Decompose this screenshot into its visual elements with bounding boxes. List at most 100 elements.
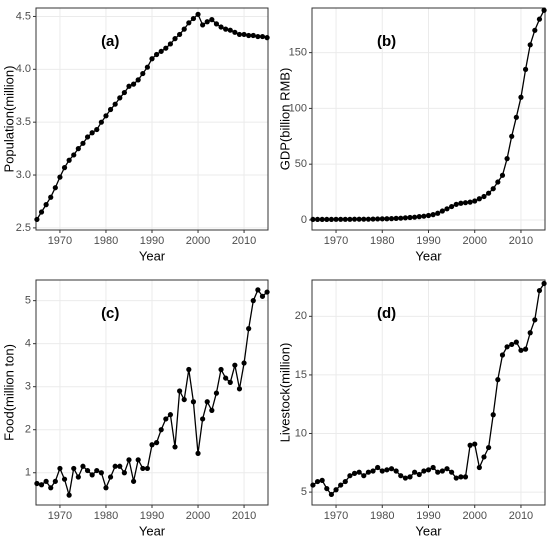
data-point — [319, 477, 325, 483]
panel-annotation: (b) — [377, 33, 396, 50]
data-point — [121, 470, 127, 476]
data-point — [421, 213, 427, 219]
data-point — [218, 366, 224, 373]
x-axis-label: Year — [139, 248, 166, 263]
data-point — [66, 492, 72, 498]
data-point — [421, 468, 427, 474]
data-point — [476, 464, 482, 471]
data-point — [140, 70, 146, 77]
x-tick-label: 1980 — [370, 235, 394, 247]
data-point — [384, 216, 390, 222]
data-point — [227, 27, 233, 33]
data-point — [48, 194, 54, 200]
data-point — [259, 293, 266, 299]
data-point — [518, 347, 524, 353]
data-point — [57, 174, 63, 180]
data-point — [264, 35, 270, 41]
y-tick-label: 100 — [289, 102, 307, 114]
data-point — [75, 474, 81, 480]
data-point — [453, 475, 459, 481]
data-point — [84, 134, 91, 140]
y-tick-label: 2 — [25, 424, 31, 436]
data-point — [314, 478, 321, 485]
data-point — [250, 32, 256, 39]
data-point — [333, 216, 339, 222]
x-axis-label: Year — [139, 523, 166, 538]
panel-border — [311, 279, 546, 506]
data-point — [388, 466, 395, 472]
data-point — [472, 198, 478, 204]
data-point — [144, 465, 150, 472]
data-point — [144, 64, 150, 70]
data-point — [328, 491, 335, 498]
data-point — [310, 216, 316, 223]
data-point — [527, 42, 533, 48]
data-point — [509, 341, 515, 348]
data-point — [43, 478, 49, 484]
data-point — [52, 478, 58, 484]
data-point — [342, 478, 348, 485]
data-point — [467, 199, 473, 205]
x-tick-label: 2010 — [232, 235, 256, 247]
x-axis-label: Year — [415, 248, 442, 263]
data-point — [398, 473, 404, 479]
data-point — [195, 11, 201, 17]
data-point — [177, 388, 183, 394]
data-point — [71, 465, 77, 472]
data-point — [241, 360, 247, 366]
data-point — [264, 289, 270, 295]
data-point — [449, 469, 455, 475]
y-tick-label: 4 — [25, 338, 31, 350]
data-point — [186, 366, 192, 373]
data-point — [190, 15, 197, 22]
data-point — [430, 212, 436, 218]
data-point — [75, 146, 81, 152]
data-point — [365, 216, 372, 222]
data-point — [140, 465, 146, 472]
data-point — [126, 457, 132, 463]
data-point — [172, 36, 178, 42]
data-point — [333, 487, 339, 493]
data-point — [458, 474, 464, 480]
data-point — [154, 51, 160, 58]
data-point — [509, 133, 515, 139]
data-point — [435, 469, 441, 475]
panel-border — [35, 7, 269, 231]
y-tick-label: 3.5 — [16, 116, 31, 128]
panel-border — [35, 279, 269, 506]
data-point — [402, 475, 408, 481]
panel-border — [311, 7, 546, 231]
data-point — [236, 386, 243, 392]
data-point — [499, 172, 506, 178]
panel-annotation: (a) — [101, 33, 119, 50]
x-tick-label: 2000 — [462, 510, 486, 522]
data-point — [195, 450, 201, 456]
data-point — [181, 26, 187, 32]
data-point — [94, 126, 100, 133]
data-point — [481, 193, 487, 200]
data-point — [365, 469, 372, 475]
data-point — [130, 478, 137, 484]
data-point — [255, 33, 261, 40]
x-tick-label: 1970 — [48, 510, 72, 522]
y-tick-label: 0 — [301, 214, 307, 226]
data-point — [472, 441, 478, 447]
data-point — [499, 352, 506, 358]
data-point — [462, 474, 469, 480]
data-point — [84, 467, 91, 474]
data-point — [324, 485, 330, 492]
data-point — [370, 216, 376, 222]
data-point — [209, 407, 215, 413]
data-point — [449, 203, 455, 210]
data-point — [458, 200, 464, 206]
data-point — [167, 412, 174, 418]
data-point — [218, 24, 224, 30]
x-tick-label: 1980 — [94, 510, 118, 522]
y-tick-label: 50 — [295, 158, 307, 170]
data-point — [485, 444, 492, 451]
data-point — [379, 468, 385, 474]
data-point — [495, 179, 501, 185]
data-point — [324, 216, 330, 223]
x-axis-label: Year — [415, 523, 442, 538]
data-point — [522, 346, 529, 352]
